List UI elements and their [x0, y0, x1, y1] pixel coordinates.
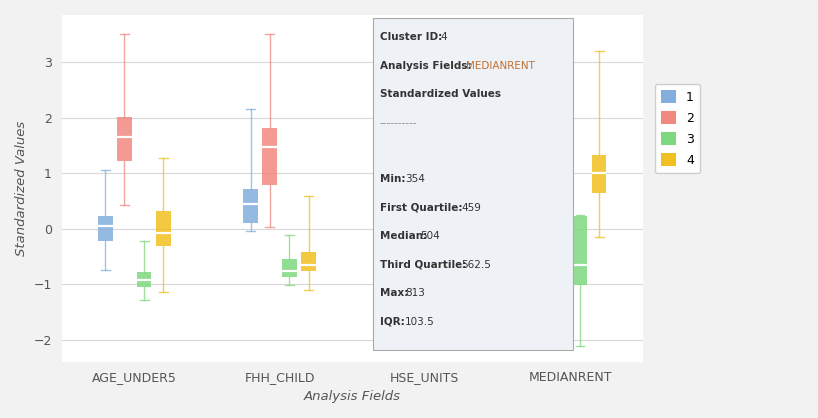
Bar: [263, 127, 277, 185]
Text: Analysis Fields:: Analysis Fields:: [380, 61, 474, 71]
Bar: [117, 117, 132, 161]
Text: Third Quartile:: Third Quartile:: [380, 260, 470, 270]
Text: 103.5: 103.5: [405, 317, 435, 326]
Text: MEDIANRENT: MEDIANRENT: [466, 61, 535, 71]
FancyBboxPatch shape: [372, 18, 573, 349]
Text: 4: 4: [441, 32, 447, 42]
Bar: [301, 252, 316, 271]
Text: Max:: Max:: [380, 288, 411, 298]
Bar: [573, 217, 587, 285]
Text: 562.5: 562.5: [461, 260, 492, 270]
Bar: [282, 259, 297, 278]
X-axis label: Analysis Fields: Analysis Fields: [303, 390, 401, 403]
Bar: [389, 234, 403, 257]
Bar: [98, 217, 113, 241]
Bar: [137, 272, 151, 287]
Bar: [428, 262, 442, 285]
Bar: [243, 189, 258, 223]
Bar: [156, 211, 171, 246]
Text: Standardized Values: Standardized Values: [380, 89, 501, 99]
Text: Min:: Min:: [380, 174, 409, 184]
Bar: [534, 229, 548, 302]
Text: Median:: Median:: [380, 231, 430, 241]
Text: 813: 813: [405, 288, 425, 298]
Bar: [553, 193, 568, 219]
Text: Cluster ID:: Cluster ID:: [380, 32, 446, 42]
Text: ----------: ----------: [380, 117, 417, 127]
Text: IQR:: IQR:: [380, 317, 408, 326]
Text: 459: 459: [461, 203, 481, 213]
Text: First Quartile:: First Quartile:: [380, 203, 465, 213]
Bar: [592, 155, 606, 193]
Y-axis label: Standardized Values: Standardized Values: [15, 121, 28, 256]
Text: 504: 504: [420, 231, 440, 241]
Bar: [447, 185, 461, 231]
Text: 354: 354: [405, 174, 425, 184]
Bar: [407, 130, 422, 183]
Legend: 1, 2, 3, 4: 1, 2, 3, 4: [655, 84, 700, 173]
